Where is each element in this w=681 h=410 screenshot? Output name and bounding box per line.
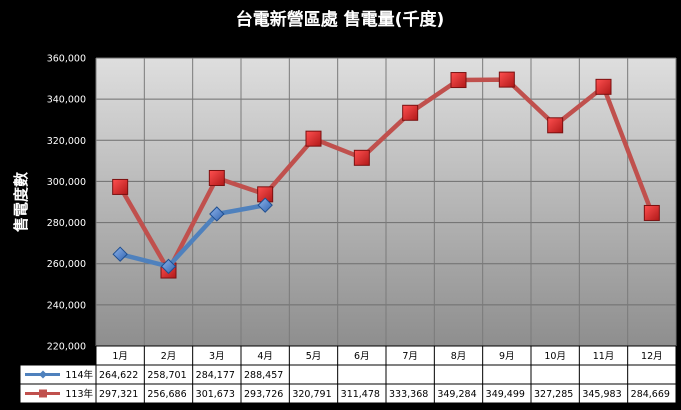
x-tick-label: 9月 <box>499 351 515 362</box>
series-line <box>119 202 266 269</box>
legend-marker <box>39 370 47 379</box>
data-point-marker <box>257 197 273 213</box>
data-point-marker <box>547 117 564 134</box>
data-label: 258,701 <box>147 370 186 381</box>
data-point-marker <box>643 204 660 221</box>
data-label: 256,686 <box>147 389 186 400</box>
y-tick-label: 360,000 <box>47 54 86 65</box>
data-point-marker <box>595 78 612 95</box>
data-label: 284,669 <box>631 389 670 400</box>
x-tick-label: 4月 <box>257 351 273 362</box>
y-axis-label: 售電度數 <box>12 172 30 232</box>
legend-marker <box>39 389 47 398</box>
legend-label: 113年 <box>65 388 93 400</box>
data-point-marker <box>353 149 370 166</box>
data-label: 288,457 <box>244 370 283 381</box>
data-point-marker <box>112 246 128 262</box>
data-label: 284,177 <box>196 370 235 381</box>
x-tick-label: 3月 <box>209 351 225 362</box>
y-tick-label: 260,000 <box>47 259 86 270</box>
gridlines <box>95 57 677 347</box>
data-label: 264,622 <box>99 370 138 381</box>
data-point-marker <box>209 206 225 222</box>
series-line <box>118 77 654 273</box>
x-tick-label: 8月 <box>451 351 467 362</box>
y-tick-label: 320,000 <box>47 136 86 147</box>
y-tick-label: 280,000 <box>47 218 86 229</box>
y-tick-label: 340,000 <box>47 95 86 106</box>
chart-title: 台電新營區處 售電量(千度) <box>236 9 444 30</box>
y-tick-label: 220,000 <box>47 342 86 353</box>
x-tick-label: 5月 <box>306 351 322 362</box>
data-label: 301,673 <box>196 389 235 400</box>
data-label: 333,368 <box>389 389 428 400</box>
data-table: 1月 2月 3月 4月 5月 6月 7月 8月 9月 10月 11月 12月 114年 264,622 25… <box>19 345 677 404</box>
x-tick-label: 6月 <box>354 351 370 362</box>
data-label: 293,726 <box>244 389 283 400</box>
data-point-marker <box>160 258 177 275</box>
data-label: 311,478 <box>341 389 380 400</box>
data-point-marker <box>498 71 515 88</box>
y-tick-label: 300,000 <box>47 177 86 188</box>
data-label: 349,284 <box>437 389 476 400</box>
series-group <box>112 71 660 279</box>
y-axis-ticks: 220,000 240,000 260,000 280,000 300,000 320,0… <box>47 54 86 353</box>
data-label: 349,499 <box>486 389 525 400</box>
legend-label: 114年 <box>65 369 93 381</box>
x-tick-label: 12月 <box>641 351 663 362</box>
data-label: 345,983 <box>582 389 621 400</box>
y-tick-label: 240,000 <box>47 300 86 311</box>
data-label: 327,285 <box>534 389 573 400</box>
x-tick-label: 7月 <box>402 351 418 362</box>
data-label: 320,791 <box>292 389 331 400</box>
data-point-marker <box>450 72 467 89</box>
x-tick-label: 11月 <box>593 351 615 362</box>
x-tick-label: 10月 <box>544 351 566 362</box>
data-point-marker <box>112 178 129 195</box>
data-point-marker <box>305 130 322 147</box>
data-point-marker <box>208 169 225 186</box>
data-label: 297,321 <box>99 389 138 400</box>
x-tick-label: 2月 <box>161 351 177 362</box>
x-tick-label: 1月 <box>112 351 128 362</box>
data-point-marker <box>402 104 419 121</box>
